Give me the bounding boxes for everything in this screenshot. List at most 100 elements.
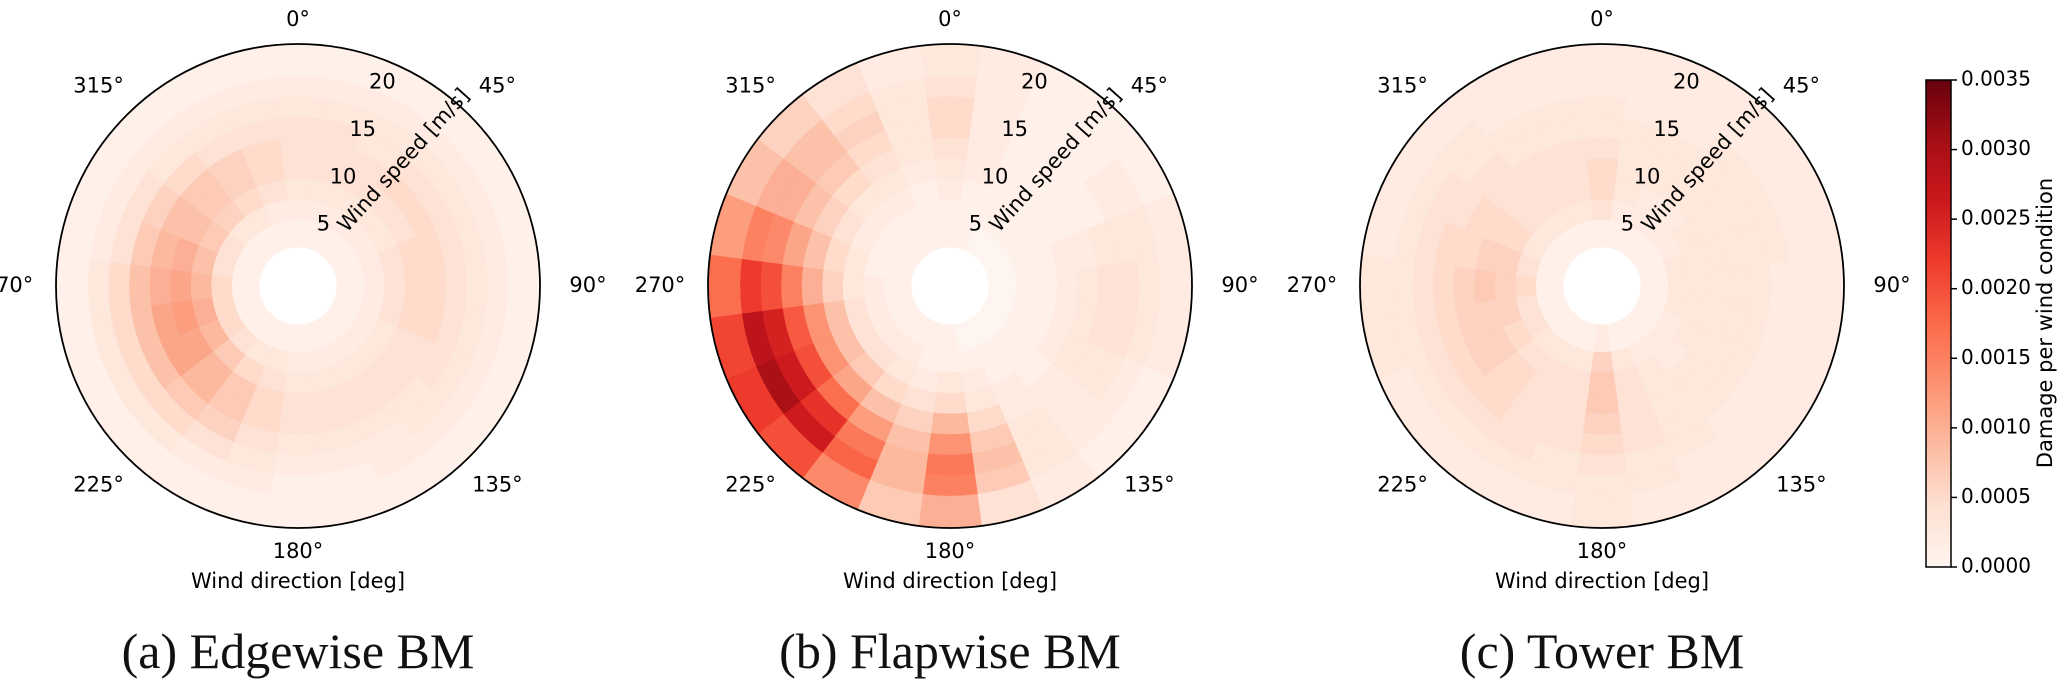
heatmap-cell	[87, 257, 111, 314]
r-tick-label: 10	[982, 164, 1009, 188]
heatmap-cell	[1391, 257, 1415, 314]
heatmap-cell	[842, 271, 865, 301]
heatmap-cell	[918, 43, 984, 79]
colorbar-tick-label: 0.0015	[1961, 345, 2031, 369]
heatmap-cell	[1667, 274, 1690, 299]
r-tick-label: 5	[317, 212, 330, 236]
heatmap-cells	[707, 43, 1193, 529]
r-tick-label: 10	[1634, 164, 1661, 188]
theta-tick-label: 45°	[479, 74, 516, 98]
heatmap-cell	[821, 268, 844, 304]
heatmap-cell	[932, 157, 968, 180]
polar-frame	[1359, 43, 1845, 529]
heatmap-cell	[1568, 493, 1634, 529]
heatmap-cell	[1728, 266, 1751, 307]
heatmap-cell	[938, 198, 963, 221]
heatmap-cell	[929, 412, 970, 435]
heatmap-cell	[937, 351, 962, 374]
heatmap-cell	[277, 412, 318, 435]
r-tick-label: 15	[349, 117, 376, 141]
heatmap-cell	[270, 75, 327, 99]
heatmap-cell	[1574, 75, 1631, 99]
center-hole	[259, 247, 337, 325]
colorbar-gradient	[1925, 79, 1952, 568]
polar-panel: 0° 45° 90° 135° 180° 225° 270° 315° 510 15 20 Wind …	[0, 7, 607, 679]
polar-panel: 0° 45° 90° 135° 180° 225° 270° 315° 510 15 20 Wind …	[635, 7, 1259, 679]
heatmap-cell	[266, 43, 332, 79]
heatmap-cell	[707, 252, 743, 318]
theta-tick-label: 90°	[569, 273, 606, 297]
heatmap-cell	[1708, 268, 1731, 304]
heatmap-cell	[280, 392, 316, 415]
theta-tick-label: 225°	[73, 472, 124, 496]
heatmap-cell	[1584, 392, 1620, 415]
theta-tick-label: 135°	[472, 472, 523, 496]
theta-tick-label: 180°	[925, 539, 976, 563]
heatmap-cell	[921, 473, 978, 497]
heatmap-cell	[108, 259, 131, 312]
panel-caption: (c) Tower BM	[1460, 623, 1744, 679]
heatmap-cell	[1117, 260, 1140, 313]
panel-caption: (a) Edgewise BM	[122, 623, 475, 679]
r-tick-label: 15	[1653, 117, 1680, 141]
heatmap-cell	[1359, 252, 1395, 318]
heatmap-cell	[916, 493, 982, 529]
heatmap-cell	[1514, 273, 1537, 298]
r-tick-label: 15	[1001, 117, 1028, 141]
heatmap-cell	[1056, 268, 1079, 304]
heatmap-cell	[1573, 473, 1630, 497]
heatmap-cell	[465, 260, 488, 313]
heatmap-cell	[1076, 266, 1099, 307]
heatmap-cell	[1687, 271, 1710, 301]
theta-tick-label: 315°	[725, 74, 776, 98]
heatmap-cell	[935, 371, 965, 394]
center-hole	[911, 247, 989, 325]
heatmap-cell	[1015, 274, 1038, 299]
heatmap-cell	[285, 351, 310, 374]
theta-tick-label: 0°	[938, 7, 962, 31]
theta-tick-label: 270°	[1287, 273, 1338, 297]
theta-tick-label: 90°	[1221, 273, 1258, 297]
theta-tick-label: 135°	[1124, 472, 1175, 496]
r-tick-label: 5	[1621, 212, 1634, 236]
theta-tick-label: 90°	[1873, 273, 1910, 297]
heatmap-cell	[1453, 265, 1476, 306]
heatmap-cell	[1748, 263, 1772, 310]
heatmap-cell	[1789, 258, 1813, 315]
heatmap-cell	[275, 116, 322, 140]
theta-tick-label: 45°	[1131, 74, 1168, 98]
x-axis-label: Wind direction [deg]	[843, 569, 1057, 593]
heatmap-cell	[1578, 432, 1625, 456]
heatmap-cell	[272, 96, 325, 119]
heatmap-cell	[1570, 43, 1636, 79]
heatmap-cell	[283, 371, 313, 394]
heatmap-cell	[383, 271, 406, 301]
colorbar-label: Damage per wind condition	[2033, 178, 2057, 468]
heatmap-cell	[1432, 262, 1456, 309]
theta-tick-label: 180°	[273, 539, 324, 563]
heatmap-cell	[404, 268, 427, 304]
theta-tick-label: 180°	[1577, 539, 1628, 563]
theta-tick-label: 0°	[286, 7, 310, 31]
r-tick-label: 10	[330, 164, 357, 188]
colorbar-tick-label: 0.0035	[1961, 67, 2031, 91]
heatmap-cell	[927, 116, 974, 140]
theta-tick-label: 270°	[0, 273, 33, 297]
colorbar: 0.0000 0.0005 0.0010 0.0015 0.0020 0.0025 0.00…	[1925, 67, 2057, 578]
heatmap-cell	[739, 257, 763, 314]
heatmap-cell	[801, 265, 824, 306]
heatmap-cell	[1035, 271, 1058, 301]
heatmap-cell	[1589, 351, 1614, 374]
heatmap-cell	[1587, 178, 1617, 201]
polar-frame	[707, 43, 1193, 529]
theta-tick-label: 270°	[635, 273, 686, 297]
heatmap-cell	[269, 473, 326, 497]
heatmap-cell	[283, 178, 313, 201]
theta-tick-label: 45°	[1783, 74, 1820, 98]
heatmap-cell	[922, 75, 979, 99]
theta-tick-label: 225°	[1377, 472, 1428, 496]
heatmap-cell	[1575, 453, 1628, 476]
theta-tick-label: 135°	[1776, 472, 1827, 496]
panel-caption: (b) Flapwise BM	[779, 623, 1121, 679]
